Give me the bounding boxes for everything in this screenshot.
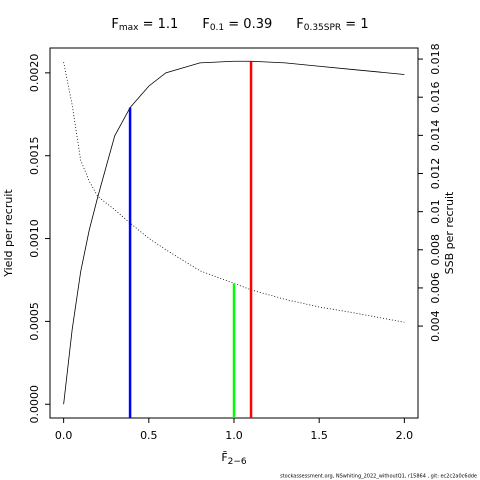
x-axis-subscript: 2−6: [228, 457, 247, 467]
title-symbol: F: [111, 17, 118, 32]
x-axis-symbol: F̄: [221, 451, 227, 464]
y2-tick-label: 0.012: [429, 158, 442, 190]
title-subscript: max: [119, 23, 139, 33]
y-axis-label: Yield per recruit: [2, 189, 15, 278]
title-symbol: F: [296, 17, 303, 32]
chart-title: Fmax = 1.1 F0.1 = 0.39 F0.35SPR = 1: [111, 17, 368, 33]
y-tick-label: 0.0020: [28, 54, 41, 93]
y-tick-label: 0.0010: [28, 219, 41, 258]
series-line: [63, 60, 405, 405]
y2-tick-label: 0.014: [429, 120, 442, 152]
x-tick-label: 1.0: [225, 429, 243, 442]
x-tick-label: 0.5: [140, 429, 158, 442]
title-value: = 1: [341, 17, 368, 32]
y2-tick-label: 0.004: [429, 310, 442, 342]
x-axis-label: F̄2−6: [221, 451, 247, 467]
y2-axis-label: SSB per recruit: [443, 191, 456, 274]
y-tick-label: 0.0000: [28, 385, 41, 424]
y2-tick-label: 0.008: [429, 234, 442, 266]
y-tick-label: 0.0005: [28, 302, 41, 341]
y2-tick-label: 0.018: [429, 43, 442, 75]
y2-tick-label: 0.016: [429, 81, 442, 113]
x-tick-label: 2.0: [396, 429, 414, 442]
title-value: = 0.39: [224, 17, 272, 32]
title-symbol: F: [202, 17, 209, 32]
title-subscript: 0.35SPR: [304, 23, 341, 33]
series-line: [63, 62, 405, 323]
y-tick-label: 0.0015: [28, 136, 41, 175]
footer: stockassessment.org, NSwhiting_2022_with…: [280, 474, 477, 480]
y2-tick-label: 0.006: [429, 272, 442, 304]
x-tick-label: 0.0: [55, 429, 73, 442]
x-tick-label: 1.5: [310, 429, 328, 442]
y2-tick-label: 0.01: [429, 199, 442, 224]
title-subscript: 0.1: [210, 23, 224, 33]
title-value: = 1.1: [138, 17, 178, 32]
